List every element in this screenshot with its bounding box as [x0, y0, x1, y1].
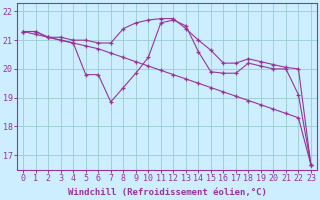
- X-axis label: Windchill (Refroidissement éolien,°C): Windchill (Refroidissement éolien,°C): [68, 188, 267, 197]
